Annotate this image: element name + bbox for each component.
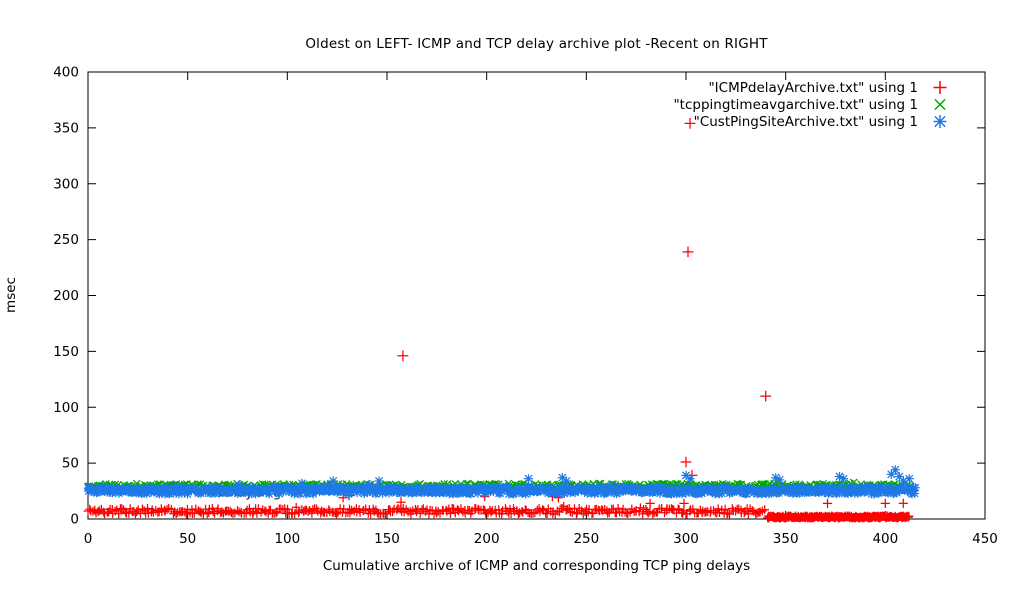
legend-label-tcp: "tcppingtimeavgarchive.txt" using 1 [673, 96, 918, 113]
y-tick-label: 50 [62, 456, 79, 472]
series-points-0 [83, 118, 914, 523]
legend-item-custping: "CustPingSiteArchive.txt" using 1 [673, 113, 962, 130]
legend-item-icmp: "ICMPdelayArchive.txt" using 1 [673, 79, 962, 96]
legend-item-tcp: "tcppingtimeavgarchive.txt" using 1 [673, 96, 962, 113]
x-tick-label: 150 [374, 531, 400, 547]
y-tick-label: 150 [53, 344, 79, 360]
cross-marker-icon [918, 96, 962, 113]
star-marker-icon [918, 113, 962, 130]
x-tick-label: 350 [773, 531, 799, 547]
legend: "ICMPdelayArchive.txt" using 1 "tcppingt… [673, 79, 962, 130]
plot-border [87, 71, 986, 520]
y-tick-label: 400 [53, 65, 79, 81]
x-tick-label: 100 [274, 531, 300, 547]
y-tick-label: 100 [53, 400, 79, 416]
x-tick-label: 300 [673, 531, 699, 547]
legend-label-icmp: "ICMPdelayArchive.txt" using 1 [708, 79, 918, 96]
chart-title: Oldest on LEFT- ICMP and TCP delay archi… [305, 36, 768, 52]
legend-label-custping: "CustPingSiteArchive.txt" using 1 [693, 113, 918, 130]
y-tick-label: 300 [53, 176, 79, 192]
x-tick-label: 200 [474, 531, 500, 547]
y-tick-label: 0 [70, 512, 79, 528]
y-tick-label: 250 [53, 232, 79, 248]
y-tick-label: 350 [53, 120, 79, 136]
x-tick-label: 450 [972, 531, 998, 547]
y-axis-label: msec [3, 277, 19, 313]
x-tick-label: 250 [573, 531, 599, 547]
x-tick-label: 400 [872, 531, 898, 547]
y-tick-label: 200 [53, 288, 79, 304]
series-points-2 [83, 465, 920, 499]
x-tick-label: 0 [84, 531, 93, 547]
x-axis-label: Cumulative archive of ICMP and correspon… [322, 558, 751, 574]
x-tick-label: 50 [179, 531, 196, 547]
plus-marker-icon [918, 79, 962, 96]
